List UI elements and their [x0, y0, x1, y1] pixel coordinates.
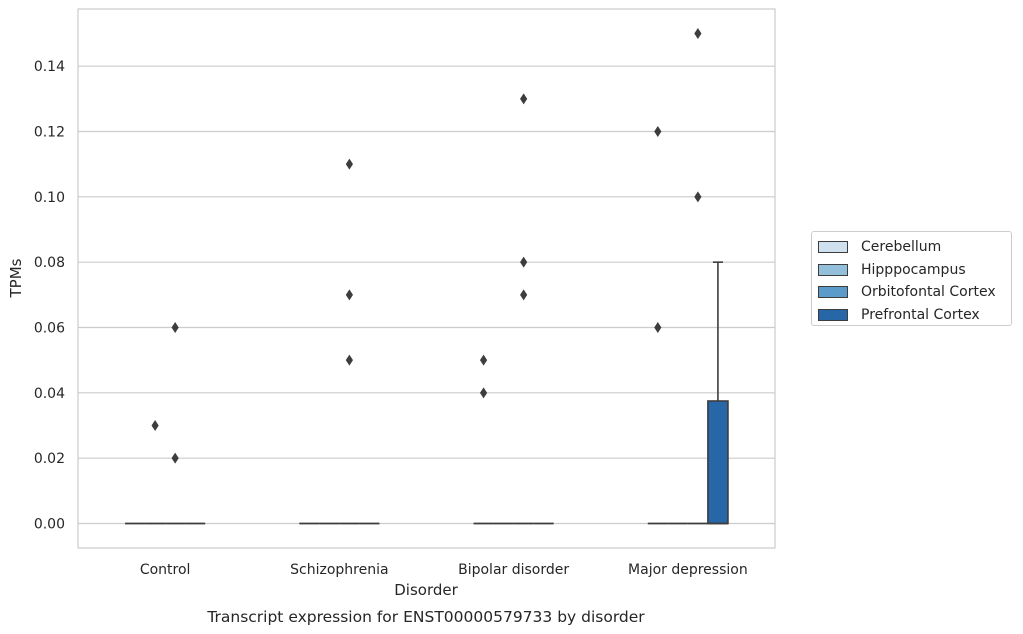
outlier-point: [654, 126, 662, 137]
outlier-point: [520, 93, 528, 105]
y-tick-label: 0.14: [34, 59, 65, 75]
outlier-point: [345, 289, 353, 301]
legend: Cerebellum Hipppocampus Orbitofontal Corte…: [811, 231, 1012, 326]
legend-item: Cerebellum: [818, 236, 1011, 259]
legend-swatch: [818, 263, 848, 276]
outlier-point: [345, 354, 353, 366]
x-axis-label: Disorder: [394, 581, 458, 599]
legend-item: Orbitofontal Cortex: [818, 281, 1011, 304]
legend-label: Cerebellum: [861, 239, 942, 256]
y-tick-label: 0.04: [34, 386, 65, 402]
grid-lines: [78, 65, 775, 525]
y-tick-label: 0.10: [34, 190, 65, 206]
legend-label: Orbitofontal Cortex: [861, 284, 996, 301]
outlier-point: [694, 28, 702, 39]
legend-swatch: [818, 241, 848, 254]
outlier-point: [654, 322, 662, 333]
x-tick-labels: Control Schizophrenia Bipolar disorder Majo…: [140, 562, 748, 578]
legend-item: Hipppocampus: [818, 259, 1011, 282]
y-tick-label: 0.00: [34, 517, 65, 533]
outlier-point: [520, 289, 528, 301]
x-tick-label: Control: [140, 562, 191, 578]
y-tick-labels: 0.00 0.02 0.04 0.06 0.08 0.10 0.12 0.14: [34, 59, 65, 532]
y-tick-label: 0.12: [34, 125, 65, 141]
legend-label: Prefrontal Cortex: [861, 306, 980, 323]
outlier-point: [171, 452, 179, 464]
outlier-point: [151, 420, 159, 431]
outlier-point: [479, 387, 488, 399]
outlier-point: [694, 191, 702, 203]
y-tick-label: 0.02: [34, 451, 65, 467]
legend-swatch: [818, 286, 848, 299]
box-body: [707, 400, 729, 525]
outlier-points: [151, 28, 702, 464]
x-tick-label: Major depression: [628, 562, 748, 578]
boxes: [125, 261, 729, 525]
box-prefrontal-cortex: [707, 261, 729, 525]
outlier-point: [171, 322, 179, 333]
y-axis-label: TPMs: [7, 258, 25, 298]
outlier-point: [345, 158, 353, 170]
legend-label: Hipppocampus: [861, 261, 966, 278]
y-tick-label: 0.08: [34, 255, 65, 271]
x-tick-label: Bipolar disorder: [458, 562, 569, 578]
outlier-point: [520, 256, 528, 268]
x-tick-label: Schizophrenia: [290, 562, 388, 578]
outlier-point: [479, 354, 488, 366]
y-tick-label: 0.06: [34, 321, 65, 337]
legend-swatch: [818, 308, 848, 321]
chart-title: Transcript expression for ENST0000057973…: [206, 608, 645, 626]
plot-frame: [77, 8, 776, 549]
legend-item: Prefrontal Cortex: [818, 304, 1011, 327]
